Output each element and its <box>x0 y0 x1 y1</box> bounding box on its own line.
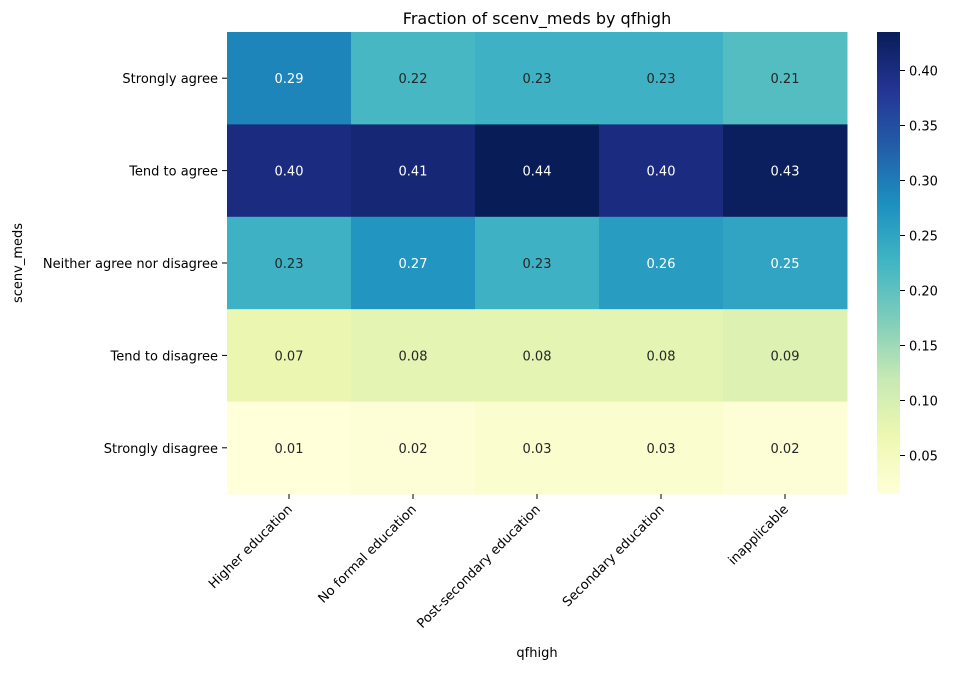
heatmap-cell <box>475 216 600 310</box>
colorbar-tick-label: 0.25 <box>909 230 938 245</box>
heatmap-cells: 0.29 0.22 0.23 0.23 0.21 0.40 0.41 0.44 0.40 0.43… <box>227 32 848 495</box>
heatmap-cell <box>351 401 476 495</box>
cell-value-label: 0.23 <box>523 72 552 87</box>
x-tick-label: Post-secondary education <box>414 502 543 631</box>
cell-value-label: 0.25 <box>771 257 800 272</box>
cell-value-label: 0.40 <box>275 165 304 180</box>
cell-value-label: 0.26 <box>647 257 676 272</box>
colorbar-tick-label: 0.05 <box>909 450 938 465</box>
cell-value-label: 0.02 <box>771 442 800 457</box>
heatmap-cell <box>227 216 352 310</box>
colorbar-tick-label: 0.20 <box>909 285 938 300</box>
cell-value-label: 0.22 <box>399 72 428 87</box>
colorbar-gradient <box>877 32 900 494</box>
heatmap-cell <box>351 124 476 218</box>
heatmap-cell <box>227 124 352 218</box>
heatmap-cell <box>351 309 476 403</box>
y-tick-label: Strongly disagree <box>104 442 218 457</box>
cell-value-label: 0.23 <box>275 257 304 272</box>
cell-value-label: 0.08 <box>647 349 676 364</box>
cell-value-label: 0.27 <box>399 257 428 272</box>
y-tick-label: Strongly agree <box>122 72 218 87</box>
heatmap-cell <box>475 32 600 125</box>
cell-value-label: 0.07 <box>275 349 304 364</box>
cell-value-label: 0.29 <box>275 72 304 87</box>
y-axis: Strongly agree Tend to agree Neither agree… <box>43 72 227 457</box>
cell-value-label: 0.21 <box>771 72 800 87</box>
heatmap-cell <box>599 216 724 310</box>
heatmap-cell <box>351 216 476 310</box>
heatmap-cell <box>723 309 848 403</box>
heatmap-cell <box>599 309 724 403</box>
heatmap-cell <box>227 309 352 403</box>
x-tick-label: Higher education <box>206 502 296 592</box>
heatmap-cell <box>723 32 848 125</box>
heatmap-cell <box>475 124 600 218</box>
y-axis-label: scenv_meds <box>11 223 26 303</box>
heatmap-cell <box>475 309 600 403</box>
colorbar-tick-label: 0.40 <box>909 65 938 80</box>
cell-value-label: 0.03 <box>647 442 676 457</box>
cell-value-label: 0.43 <box>771 165 800 180</box>
heatmap-cell <box>599 401 724 495</box>
x-tick-label: No formal education <box>316 502 420 606</box>
cell-value-label: 0.02 <box>399 442 428 457</box>
x-axis: Higher education No formal educationPost-… <box>206 494 792 632</box>
cell-value-label: 0.23 <box>647 72 676 87</box>
cell-value-label: 0.01 <box>275 442 304 457</box>
y-tick-label: Tend to agree <box>128 165 218 180</box>
heatmap-cell <box>723 124 848 218</box>
heatmap-cell <box>351 32 476 125</box>
heatmap-cell <box>227 32 352 125</box>
heatmap-cell <box>227 401 352 495</box>
x-tick-label: inapplicable <box>726 502 792 568</box>
x-axis-label: qfhigh <box>516 646 557 661</box>
cell-value-label: 0.08 <box>399 349 428 364</box>
colorbar-tick-label: 0.35 <box>909 120 938 135</box>
heatmap-cell <box>723 216 848 310</box>
colorbar: 0.05 0.10 0.15 0.20 0.25 0.30 0.35 0.40 <box>877 32 938 494</box>
cell-value-label: 0.41 <box>399 165 428 180</box>
y-tick-label: Neither agree nor disagree <box>43 257 218 272</box>
y-tick-label: Tend to disagree <box>110 349 218 364</box>
cell-value-label: 0.09 <box>771 349 800 364</box>
colorbar-tick-label: 0.30 <box>909 175 938 190</box>
colorbar-tick-label: 0.15 <box>909 340 938 355</box>
heatmap-cell <box>723 401 848 495</box>
x-tick-label: Secondary education <box>560 502 668 610</box>
colorbar-tick-label: 0.10 <box>909 395 938 410</box>
heatmap-cell <box>475 401 600 495</box>
heatmap-cell <box>599 32 724 125</box>
chart-title: Fraction of scenv_meds by qfhigh <box>403 9 671 29</box>
cell-value-label: 0.40 <box>647 165 676 180</box>
cell-value-label: 0.03 <box>523 442 552 457</box>
cell-value-label: 0.44 <box>523 165 552 180</box>
cell-value-label: 0.23 <box>523 257 552 272</box>
cell-value-label: 0.08 <box>523 349 552 364</box>
heatmap-cell <box>599 124 724 218</box>
